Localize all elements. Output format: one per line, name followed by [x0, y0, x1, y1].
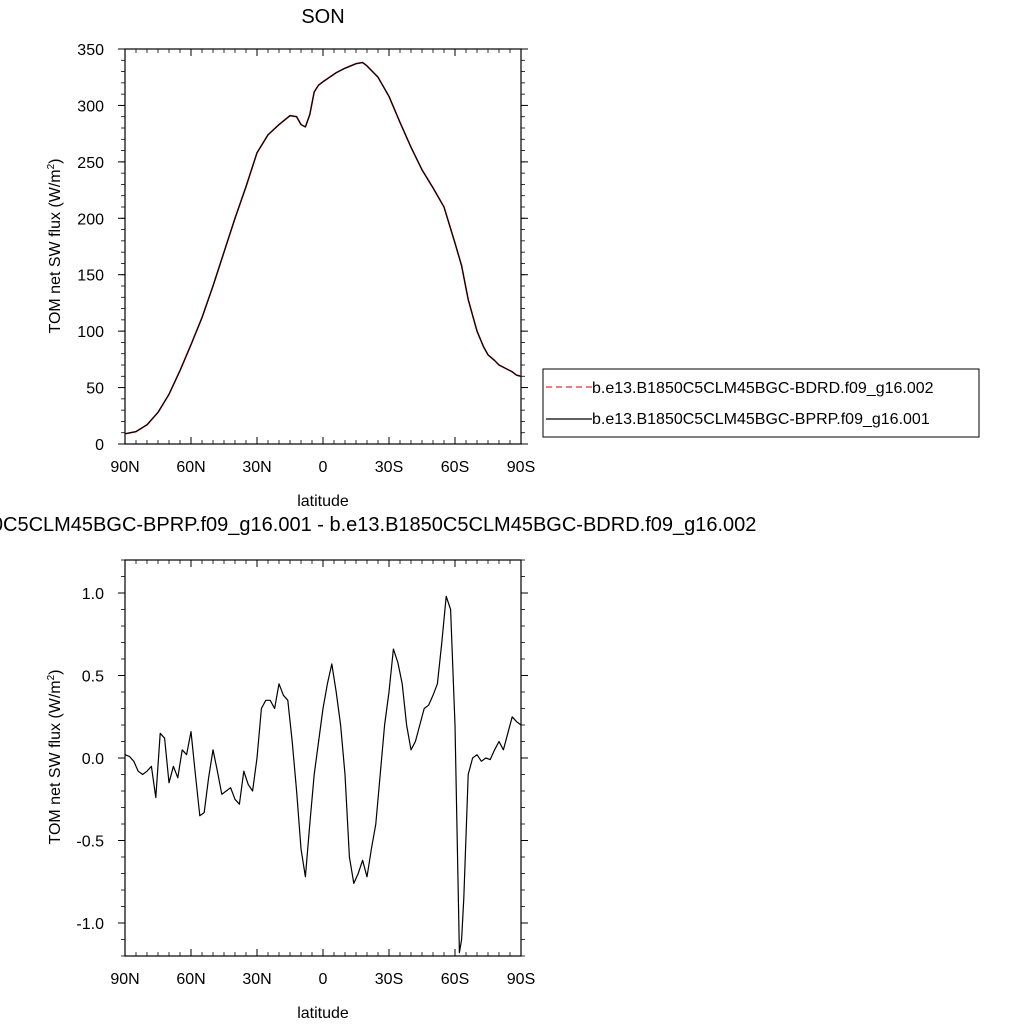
- legend-label-bdrd: b.e13.B1850C5CLM45BGC-BDRD.f09_g16.002: [592, 380, 934, 397]
- top-y-tick-label: 350: [77, 42, 104, 59]
- top-y-tick-label: 100: [77, 324, 104, 341]
- bottom-y-tick-label: 1.0: [82, 586, 104, 603]
- bottom-chart-panel: b.e13.B1850C5CLM45BGC-BPRP.f09_g16.001 -…: [0, 514, 756, 1022]
- top-y-tick-label: 250: [77, 155, 104, 172]
- bottom-series-group: [124, 595, 522, 954]
- top-x-tick-label: 30S: [375, 459, 403, 476]
- bottom-x-tick-label: 0: [319, 971, 328, 988]
- bottom-x-tick-label: 60N: [176, 971, 205, 988]
- top-axis-ticks: [118, 48, 528, 445]
- bottom-x-tick-label: 90S: [507, 971, 535, 988]
- bottom-chart-title: b.e13.B1850C5CLM45BGC-BPRP.f09_g16.001 -…: [0, 514, 756, 536]
- top-y-tick-label: 150: [77, 268, 104, 285]
- top-x-tick-label: 90S: [507, 459, 535, 476]
- top-x-tick-label: 30N: [242, 459, 271, 476]
- top-tick-labels: 90N 60N 30N 0 30S 60S 90S 0 50 100 150 200 250 300 350: [77, 42, 535, 476]
- bottom-y-axis-label: TOM net SW flux (W/m2): [46, 669, 64, 844]
- top-chart-panel: SON 90N 60N 30N 0 30S 60S 90S 0 50 100 150 200 250 30…: [46, 6, 535, 510]
- bottom-tick-labels: 90N 60N 30N 0 30S 60S 90S -1.0 -0.5 0.0 0.5 1.0: [76, 586, 535, 988]
- bottom-plot-frame: [124, 559, 522, 957]
- top-y-tick-label: 300: [77, 98, 104, 115]
- top-chart-title: SON: [301, 6, 344, 28]
- bottom-y-tick-label: -0.5: [76, 834, 104, 851]
- top-x-tick-label: 0: [319, 459, 328, 476]
- bottom-axis-ticks: [118, 559, 528, 957]
- top-x-tick-label: 90N: [110, 459, 139, 476]
- legend-box: [542, 368, 980, 438]
- top-y-tick-label: 200: [77, 211, 104, 228]
- top-y-tick-label: 50: [86, 381, 104, 398]
- bottom-x-tick-label: 30S: [375, 971, 403, 988]
- bottom-x-tick-label: 30N: [242, 971, 271, 988]
- top-series-line-1: [124, 61, 522, 435]
- legend-label-bprp: b.e13.B1850C5CLM45BGC-BPRP.f09_g16.001: [592, 411, 930, 428]
- top-x-tick-label: 60N: [176, 459, 205, 476]
- bottom-y-tick-label: -1.0: [76, 916, 104, 933]
- top-series-group: [124, 61, 522, 435]
- top-y-axis-label: TOM net SW flux (W/m2): [46, 158, 64, 333]
- top-series-line-0: [124, 61, 522, 435]
- top-x-tick-label: 60S: [441, 459, 469, 476]
- bottom-x-tick-label: 90N: [110, 971, 139, 988]
- bottom-y-tick-label: 0.5: [82, 669, 104, 686]
- bottom-y-tick-label: 0.0: [82, 751, 104, 768]
- legend: b.e13.B1850C5CLM45BGC-BDRD.f09_g16.002 b…: [542, 368, 980, 438]
- bottom-series-line-0: [124, 595, 522, 954]
- bottom-x-axis-label: latitude: [297, 1005, 349, 1022]
- top-x-axis-label: latitude: [297, 493, 349, 510]
- top-plot-frame: [124, 48, 522, 445]
- bottom-x-tick-label: 60S: [441, 971, 469, 988]
- top-y-tick-label: 0: [95, 437, 104, 454]
